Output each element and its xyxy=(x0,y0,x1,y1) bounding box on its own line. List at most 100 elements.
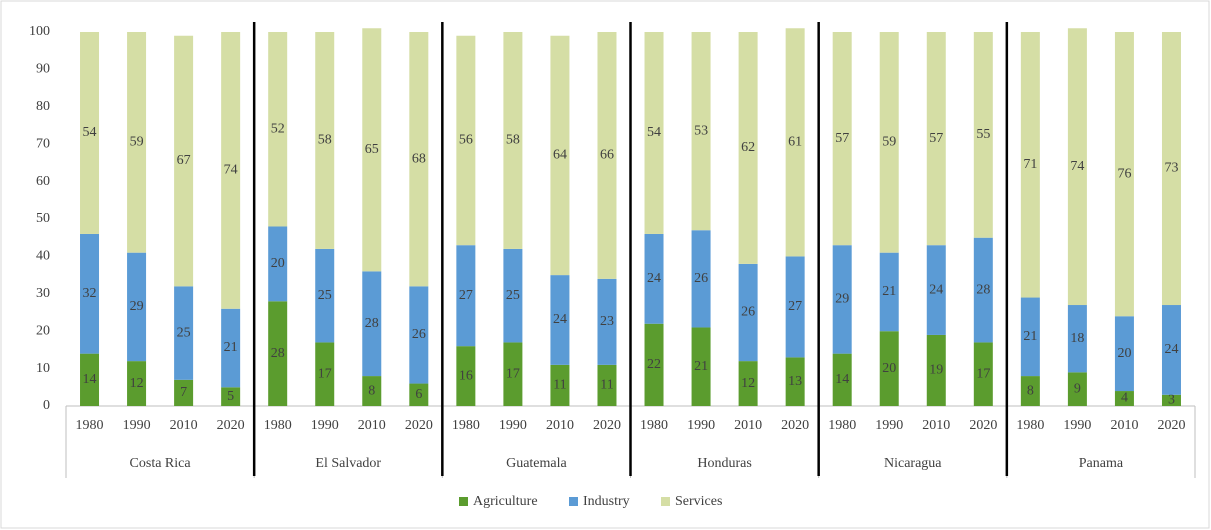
bar-segment xyxy=(80,353,100,406)
bar-segment xyxy=(315,32,335,249)
group-label: Honduras xyxy=(697,456,751,471)
bar-segment xyxy=(409,286,429,384)
bar-segment xyxy=(738,361,758,406)
bar-segment xyxy=(1161,305,1181,395)
data-label: 19 xyxy=(929,363,943,378)
x-tick-label: 1990 xyxy=(875,418,903,433)
data-label: 14 xyxy=(83,372,97,387)
data-label: 29 xyxy=(835,292,849,307)
data-label: 68 xyxy=(412,151,426,166)
bar-segment xyxy=(1067,305,1087,373)
bar-segment xyxy=(1161,394,1181,406)
bar-segment xyxy=(268,301,288,406)
data-label: 61 xyxy=(788,135,802,150)
bar-segment xyxy=(832,245,852,354)
bar-segment xyxy=(80,32,100,234)
data-label: 54 xyxy=(83,125,97,140)
data-label: 3 xyxy=(1168,393,1175,408)
bar-segment xyxy=(644,32,664,234)
bar-segment xyxy=(503,248,523,343)
data-label: 25 xyxy=(177,325,191,340)
data-label: 62 xyxy=(741,140,755,155)
data-label: 8 xyxy=(368,383,375,398)
y-tick-label: 60 xyxy=(36,174,50,189)
data-label: 57 xyxy=(835,131,849,146)
data-label: 25 xyxy=(318,288,332,303)
data-label: 32 xyxy=(83,286,97,301)
x-tick-label: 2010 xyxy=(922,418,950,433)
x-tick-label: 2020 xyxy=(1157,418,1185,433)
group-label: Guatemala xyxy=(506,456,567,471)
x-tick-label: 2010 xyxy=(1110,418,1138,433)
bar-segment xyxy=(174,35,194,287)
bar-segment xyxy=(785,28,805,257)
x-tick-label: 2020 xyxy=(217,418,245,433)
group-label: Panama xyxy=(1079,456,1124,471)
x-tick-label: 1990 xyxy=(311,418,339,433)
x-tick-label: 1980 xyxy=(828,418,856,433)
x-tick-label: 2010 xyxy=(358,418,386,433)
bar-segment xyxy=(1067,372,1087,406)
data-label: 55 xyxy=(976,127,990,142)
data-label: 27 xyxy=(788,299,802,314)
bar-segment xyxy=(1114,391,1134,406)
bar-segment xyxy=(926,334,946,406)
bar-segment xyxy=(127,252,147,362)
y-tick-label: 80 xyxy=(36,99,50,114)
x-tick-label: 2020 xyxy=(781,418,809,433)
data-label: 11 xyxy=(553,378,566,393)
data-label: 4 xyxy=(1121,391,1128,406)
data-label: 56 xyxy=(459,133,473,148)
x-tick-label: 2010 xyxy=(170,418,198,433)
data-label: 73 xyxy=(1164,161,1178,176)
data-label: 76 xyxy=(1117,166,1131,181)
data-label: 25 xyxy=(506,288,520,303)
data-label: 52 xyxy=(271,121,285,136)
y-tick-label: 100 xyxy=(29,24,50,39)
bar-segment xyxy=(550,364,570,406)
data-label: 20 xyxy=(271,256,285,271)
bar-segment xyxy=(879,32,899,253)
x-tick-label: 2010 xyxy=(546,418,574,433)
bar-segment xyxy=(832,32,852,246)
data-label: 17 xyxy=(976,366,990,381)
bar-segment xyxy=(597,278,617,365)
legend-label: Industry xyxy=(583,494,630,509)
data-label: 24 xyxy=(647,271,661,286)
bar-segment xyxy=(456,346,476,406)
data-label: 12 xyxy=(130,376,144,391)
data-label: 59 xyxy=(130,135,144,150)
bar-segment xyxy=(409,32,429,287)
data-label: 11 xyxy=(600,378,613,393)
data-label: 53 xyxy=(694,123,708,138)
bar-segment xyxy=(503,32,523,249)
bar-segment xyxy=(785,256,805,358)
bar-segment xyxy=(315,342,335,406)
bar-segment xyxy=(456,245,476,347)
data-label: 5 xyxy=(227,389,234,404)
data-label: 6 xyxy=(415,387,422,402)
data-label: 27 xyxy=(459,288,473,303)
group-label: Nicaragua xyxy=(884,456,942,471)
data-label: 58 xyxy=(318,133,332,148)
x-tick-label: 2020 xyxy=(593,418,621,433)
bar-segment xyxy=(315,248,335,343)
bar-segment xyxy=(550,35,570,276)
y-tick-label: 30 xyxy=(36,286,50,301)
data-label: 57 xyxy=(929,131,943,146)
legend-swatch xyxy=(459,497,468,506)
group-label: Costa Rica xyxy=(130,456,192,471)
data-label: 21 xyxy=(224,340,238,355)
data-label: 8 xyxy=(1027,383,1034,398)
x-tick-label: 1990 xyxy=(687,418,715,433)
y-tick-label: 20 xyxy=(36,323,50,338)
bar-segment xyxy=(221,387,241,406)
bar-segment xyxy=(362,28,382,272)
x-tick-label: 1990 xyxy=(499,418,527,433)
bar-segment xyxy=(644,233,664,324)
data-label: 67 xyxy=(177,153,191,168)
bar-segment xyxy=(1067,28,1087,306)
data-label: 21 xyxy=(882,284,896,299)
bar-segment xyxy=(221,32,241,309)
